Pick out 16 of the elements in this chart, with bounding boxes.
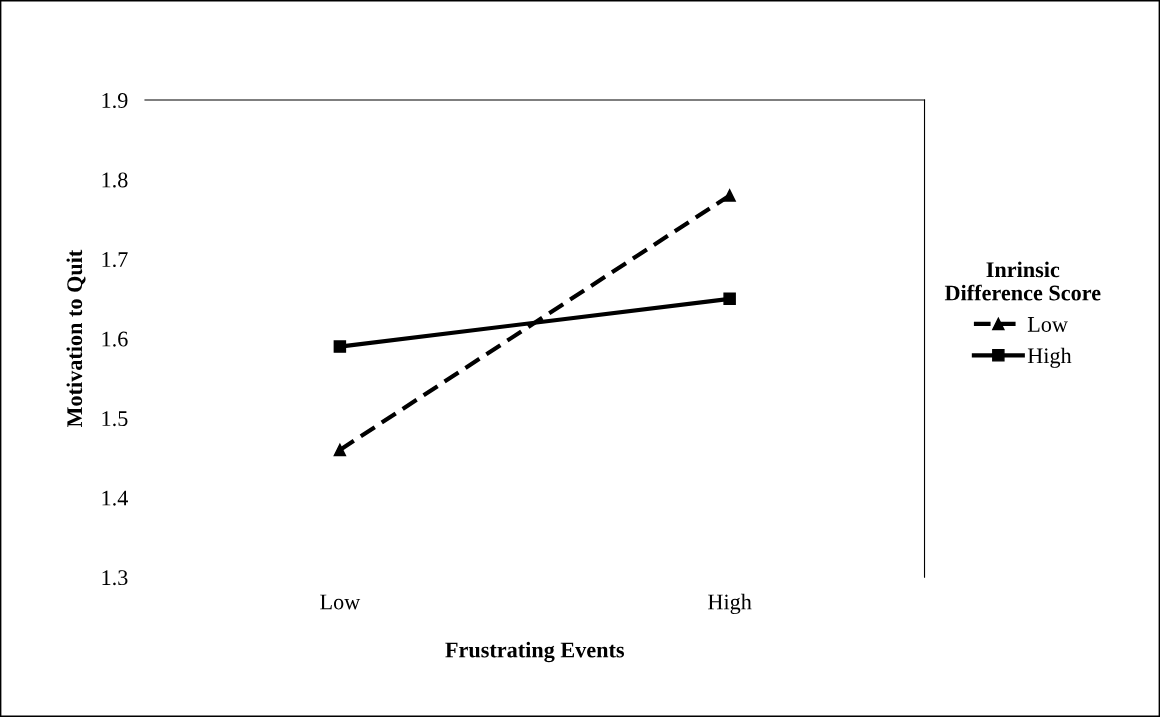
legend-label: Low [1027,317,1068,332]
point [723,292,736,306]
y-tick-label: 1.4 [102,490,128,506]
y-tick-label: 1.9 [102,93,128,109]
y-tick-label: 1.5 [102,411,128,427]
legend-label: High [1027,347,1072,368]
point [333,340,347,353]
y-tick-label: 1.8 [102,172,128,188]
legend-title: Inrinsic Difference Score [944,261,1101,301]
y-tick-label: 1.3 [102,570,128,586]
y-tick-label: 1.6 [102,331,128,347]
y-axis-title: Motivation to Quit [66,249,86,428]
y-tick-label: 1.7 [102,252,128,268]
point [333,443,347,457]
point [723,189,736,202]
x-axis-title: Frustrating Events [445,641,625,663]
